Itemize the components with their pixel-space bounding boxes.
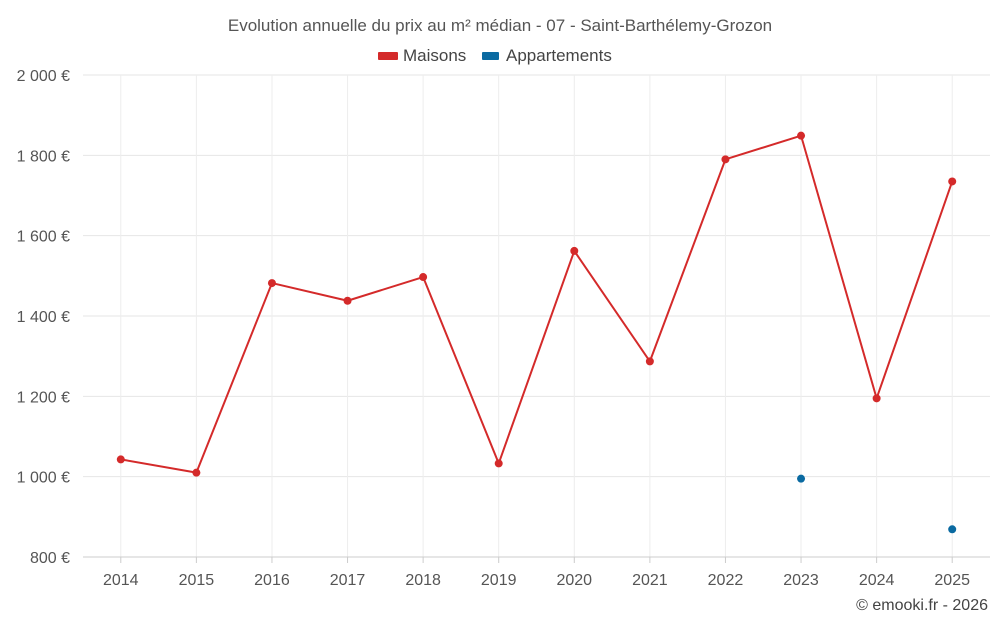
legend-swatch-appartements bbox=[482, 52, 499, 60]
legend-swatch-maisons bbox=[378, 52, 398, 60]
x-tick-label: 2025 bbox=[934, 572, 970, 589]
credit-text: © emooki.fr - 2026 bbox=[856, 597, 988, 614]
y-tick-label: 1 600 € bbox=[17, 229, 70, 246]
x-tick-label: 2016 bbox=[254, 572, 290, 589]
data-point-appartements-2023[interactable] bbox=[797, 474, 806, 483]
data-point-maisons-2018[interactable] bbox=[419, 273, 428, 282]
data-point-maisons-2023[interactable] bbox=[797, 131, 806, 140]
data-point-maisons-2014[interactable] bbox=[116, 455, 125, 464]
axes: 800 € 1 000 € 1 200 € 1 400 € 1 600 € 1 800 €… bbox=[17, 68, 990, 589]
x-tick-label: 2014 bbox=[103, 572, 139, 589]
data-point-maisons-2021[interactable] bbox=[645, 357, 654, 366]
legend-item-appartements[interactable]: Appartements bbox=[482, 46, 612, 65]
series-maisons bbox=[116, 131, 957, 477]
data-point-maisons-2019[interactable] bbox=[494, 459, 503, 468]
data-point-maisons-2016[interactable] bbox=[267, 279, 276, 288]
x-tick-label: 2019 bbox=[481, 572, 517, 589]
y-tick-label: 1 400 € bbox=[17, 309, 70, 326]
legend-label-maisons: Maisons bbox=[403, 46, 466, 65]
y-tick-label: 1 000 € bbox=[17, 470, 70, 487]
data-point-maisons-2025[interactable] bbox=[948, 177, 957, 186]
y-tick-label: 800 € bbox=[30, 550, 70, 567]
legend-label-appartements: Appartements bbox=[506, 46, 612, 65]
data-point-maisons-2020[interactable] bbox=[570, 246, 579, 255]
y-tick-label: 1 200 € bbox=[17, 389, 70, 406]
x-tick-label: 2022 bbox=[708, 572, 744, 589]
x-tick-label: 2018 bbox=[405, 572, 441, 589]
x-tick-label: 2017 bbox=[330, 572, 366, 589]
x-tick-label: 2015 bbox=[179, 572, 215, 589]
x-tick-label: 2023 bbox=[783, 572, 819, 589]
series-line-maisons bbox=[120, 134, 954, 474]
chart-title: Evolution annuelle du prix au m² médian … bbox=[228, 16, 772, 35]
x-tick-label: 2021 bbox=[632, 572, 668, 589]
series bbox=[116, 131, 957, 534]
y-tick-label: 2 000 € bbox=[17, 68, 70, 85]
data-point-maisons-2024[interactable] bbox=[872, 394, 881, 403]
data-point-maisons-2017[interactable] bbox=[343, 296, 352, 305]
grid bbox=[83, 74, 990, 557]
x-tick-label: 2024 bbox=[859, 572, 895, 589]
series-appartements bbox=[797, 474, 957, 534]
data-point-appartements-2025[interactable] bbox=[948, 525, 957, 534]
legend-item-maisons[interactable]: Maisons bbox=[378, 46, 466, 65]
data-point-maisons-2022[interactable] bbox=[721, 155, 730, 164]
y-tick-label: 1 800 € bbox=[17, 148, 70, 165]
data-point-maisons-2015[interactable] bbox=[192, 468, 201, 477]
x-tick-label: 2020 bbox=[556, 572, 592, 589]
legend: Maisons Appartements bbox=[378, 46, 612, 65]
